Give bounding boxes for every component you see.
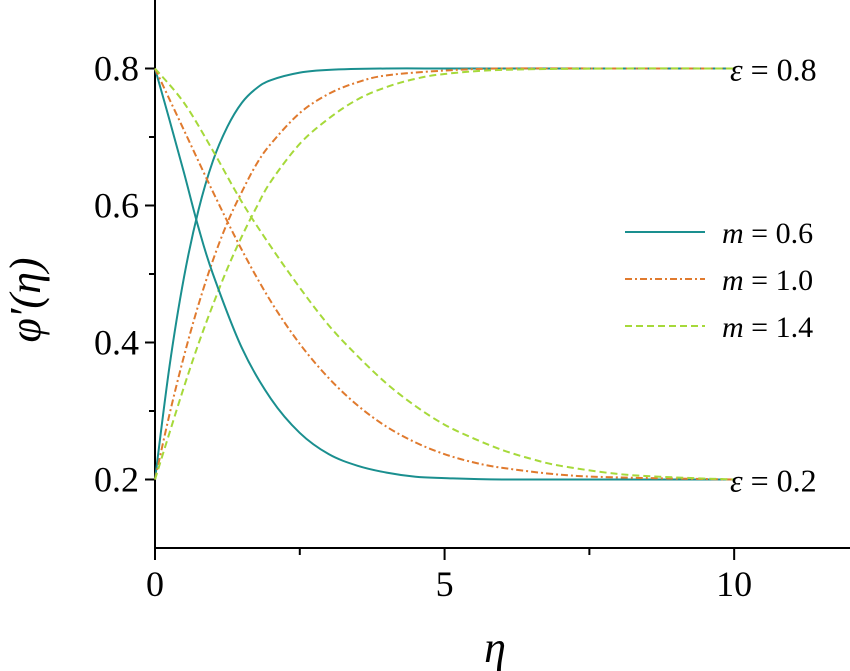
series-line-4 <box>154 68 735 481</box>
y-tick-label: 0.4 <box>94 323 139 363</box>
y-tick-label: 0.6 <box>94 186 139 226</box>
y-axis-title: φ′(η) <box>1 257 50 342</box>
series-line-2 <box>154 67 735 480</box>
x-tick-label: 10 <box>716 564 752 604</box>
series-lines <box>154 67 735 481</box>
series-line-1 <box>154 67 735 480</box>
series-line-3 <box>154 68 735 481</box>
y-tick-label: 0.8 <box>94 49 139 89</box>
annotation-label-1: ε = 0.2 <box>730 463 817 499</box>
annotations: ε = 0.8 ε = 0.2 <box>730 52 817 499</box>
x-axis-title: η <box>484 623 506 671</box>
y-tick-label: 0.2 <box>94 460 139 500</box>
series-line-0 <box>154 67 735 480</box>
axes: 0 5 10 0.2 0.4 0.6 0.8 <box>94 49 752 605</box>
legend-label-0: m = 0.6 <box>722 217 813 250</box>
annotation-label-0: ε = 0.8 <box>730 52 817 88</box>
legend-label-2: m = 1.4 <box>722 311 813 344</box>
series-line-5 <box>154 67 735 481</box>
legend-label-1: m = 1.0 <box>722 264 813 297</box>
x-tick-label: 0 <box>146 564 164 604</box>
legend: m = 0.6 m = 1.0 m = 1.4 <box>625 217 813 344</box>
x-tick-label: 5 <box>436 564 454 604</box>
